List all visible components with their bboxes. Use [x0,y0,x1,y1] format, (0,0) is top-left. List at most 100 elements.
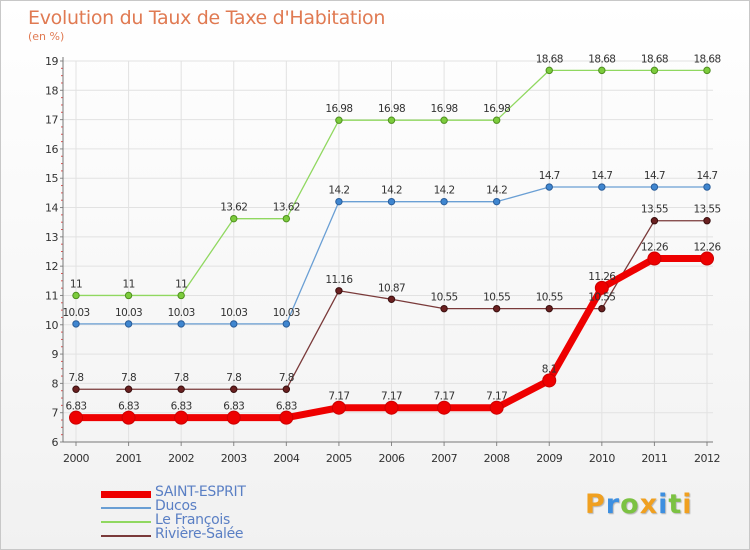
data-point [598,183,606,191]
data-point [703,217,711,225]
x-tick-label: 2001 [116,452,142,465]
data-point [124,320,133,328]
data-label: 11 [122,278,134,290]
data-point [331,400,346,415]
data-label: 10.55 [536,292,563,304]
data-label: 7.8 [121,372,136,384]
x-tick-label: 2005 [326,452,352,465]
data-point [177,385,185,393]
y-tick-label: 15 [45,172,58,185]
data-label: 6.83 [171,401,192,413]
logo-letter: P [585,489,606,520]
y-tick-label: 7 [52,407,59,420]
data-label: 6.83 [223,401,244,413]
data-point [650,217,659,225]
data-label: 13.62 [220,202,247,214]
data-label: 12.26 [641,242,669,254]
y-tick-label: 14 [45,202,58,215]
data-point [177,291,185,300]
legend-label: Ducos [155,498,197,514]
x-tick-label: 2006 [379,452,405,465]
data-label: 14.7 [539,170,560,182]
data-point [226,410,241,425]
data-label: 7.17 [486,391,507,403]
y-tick-label: 13 [45,231,58,244]
legend-label: Rivière-Salée [155,526,244,542]
data-point [121,410,136,425]
logo-letter: i [658,489,669,520]
data-point [387,116,396,124]
y-tick-label: 9 [52,348,59,361]
y-axis-unit: (en %) [28,30,65,43]
data-label: 14.2 [486,185,507,197]
data-point [492,116,501,124]
data-point [335,197,343,206]
data-point [598,66,606,75]
data-label: 6.83 [66,401,87,413]
y-tick-label: 16 [45,143,58,156]
data-label: 7.17 [434,391,455,403]
data-label: 14.7 [697,170,718,182]
data-label: 13.55 [693,204,720,216]
data-label: 12.26 [693,242,721,254]
y-tick-label: 19 [45,55,58,68]
y-tick-label: 10 [45,319,58,332]
data-point [542,373,557,388]
data-point [124,385,133,393]
data-label: 7.8 [174,372,189,384]
x-tick-label: 2012 [694,452,720,465]
data-label: 18.68 [588,53,615,65]
data-point [647,251,662,266]
proxiti-logo: Proxiti [585,489,693,520]
data-point [440,304,448,313]
data-point [72,385,80,393]
data-point [492,197,501,206]
data-point [700,251,714,266]
data-point [72,291,80,300]
legend-label: Le François [155,512,231,528]
data-point [124,291,133,300]
series-1 [72,183,711,328]
data-label: 14.7 [591,170,612,182]
data-label: 13.62 [273,202,300,214]
logo-letter: x [639,489,659,520]
data-label: 10.87 [378,282,405,294]
data-point [437,400,452,415]
data-point [650,183,659,191]
chart-title: Evolution du Taux de Taxe d'Habitation [28,7,386,29]
data-point [230,214,238,223]
data-labels: 10.03 10.03 10.03 10.03 10.03 14.2 14.2 14.2 14.… [62,53,722,413]
data-label: 10.03 [220,307,247,319]
data-label: 10.03 [62,307,89,319]
data-label: 18.68 [693,53,720,65]
x-tick-label: 2004 [273,452,299,465]
data-label: 11 [70,278,82,290]
data-label: 7.8 [279,372,294,384]
data-label: 16.98 [378,103,405,115]
data-label: 18.68 [641,53,668,65]
x-tick-label: 2008 [484,452,510,465]
data-label: 7.17 [328,391,349,403]
axes: 6 7 8 9 10 11 12 13 14 15 16 17 18 19 2000 2001 2002 2003… [45,55,721,465]
data-label: 11.16 [325,274,353,286]
x-tick-label: 2007 [431,452,457,465]
data-point [440,197,448,206]
legend-swatch [101,521,151,523]
x-tick-label: 2003 [221,452,247,465]
y-tick-label: 11 [45,289,58,302]
legend-label: SAINT-ESPRIT [155,484,246,500]
data-label: 8.1 [542,363,557,375]
data-point [387,197,396,206]
data-point [282,320,291,328]
x-tick-label: 2009 [536,452,562,465]
data-label: 10.03 [273,307,300,319]
data-label: 14.2 [381,185,402,197]
x-tick-label: 2002 [168,452,194,465]
data-point [279,410,294,425]
logo-letter: i [682,489,693,520]
data-point [594,280,609,295]
y-tick-label: 12 [45,260,58,273]
data-point [703,183,711,191]
